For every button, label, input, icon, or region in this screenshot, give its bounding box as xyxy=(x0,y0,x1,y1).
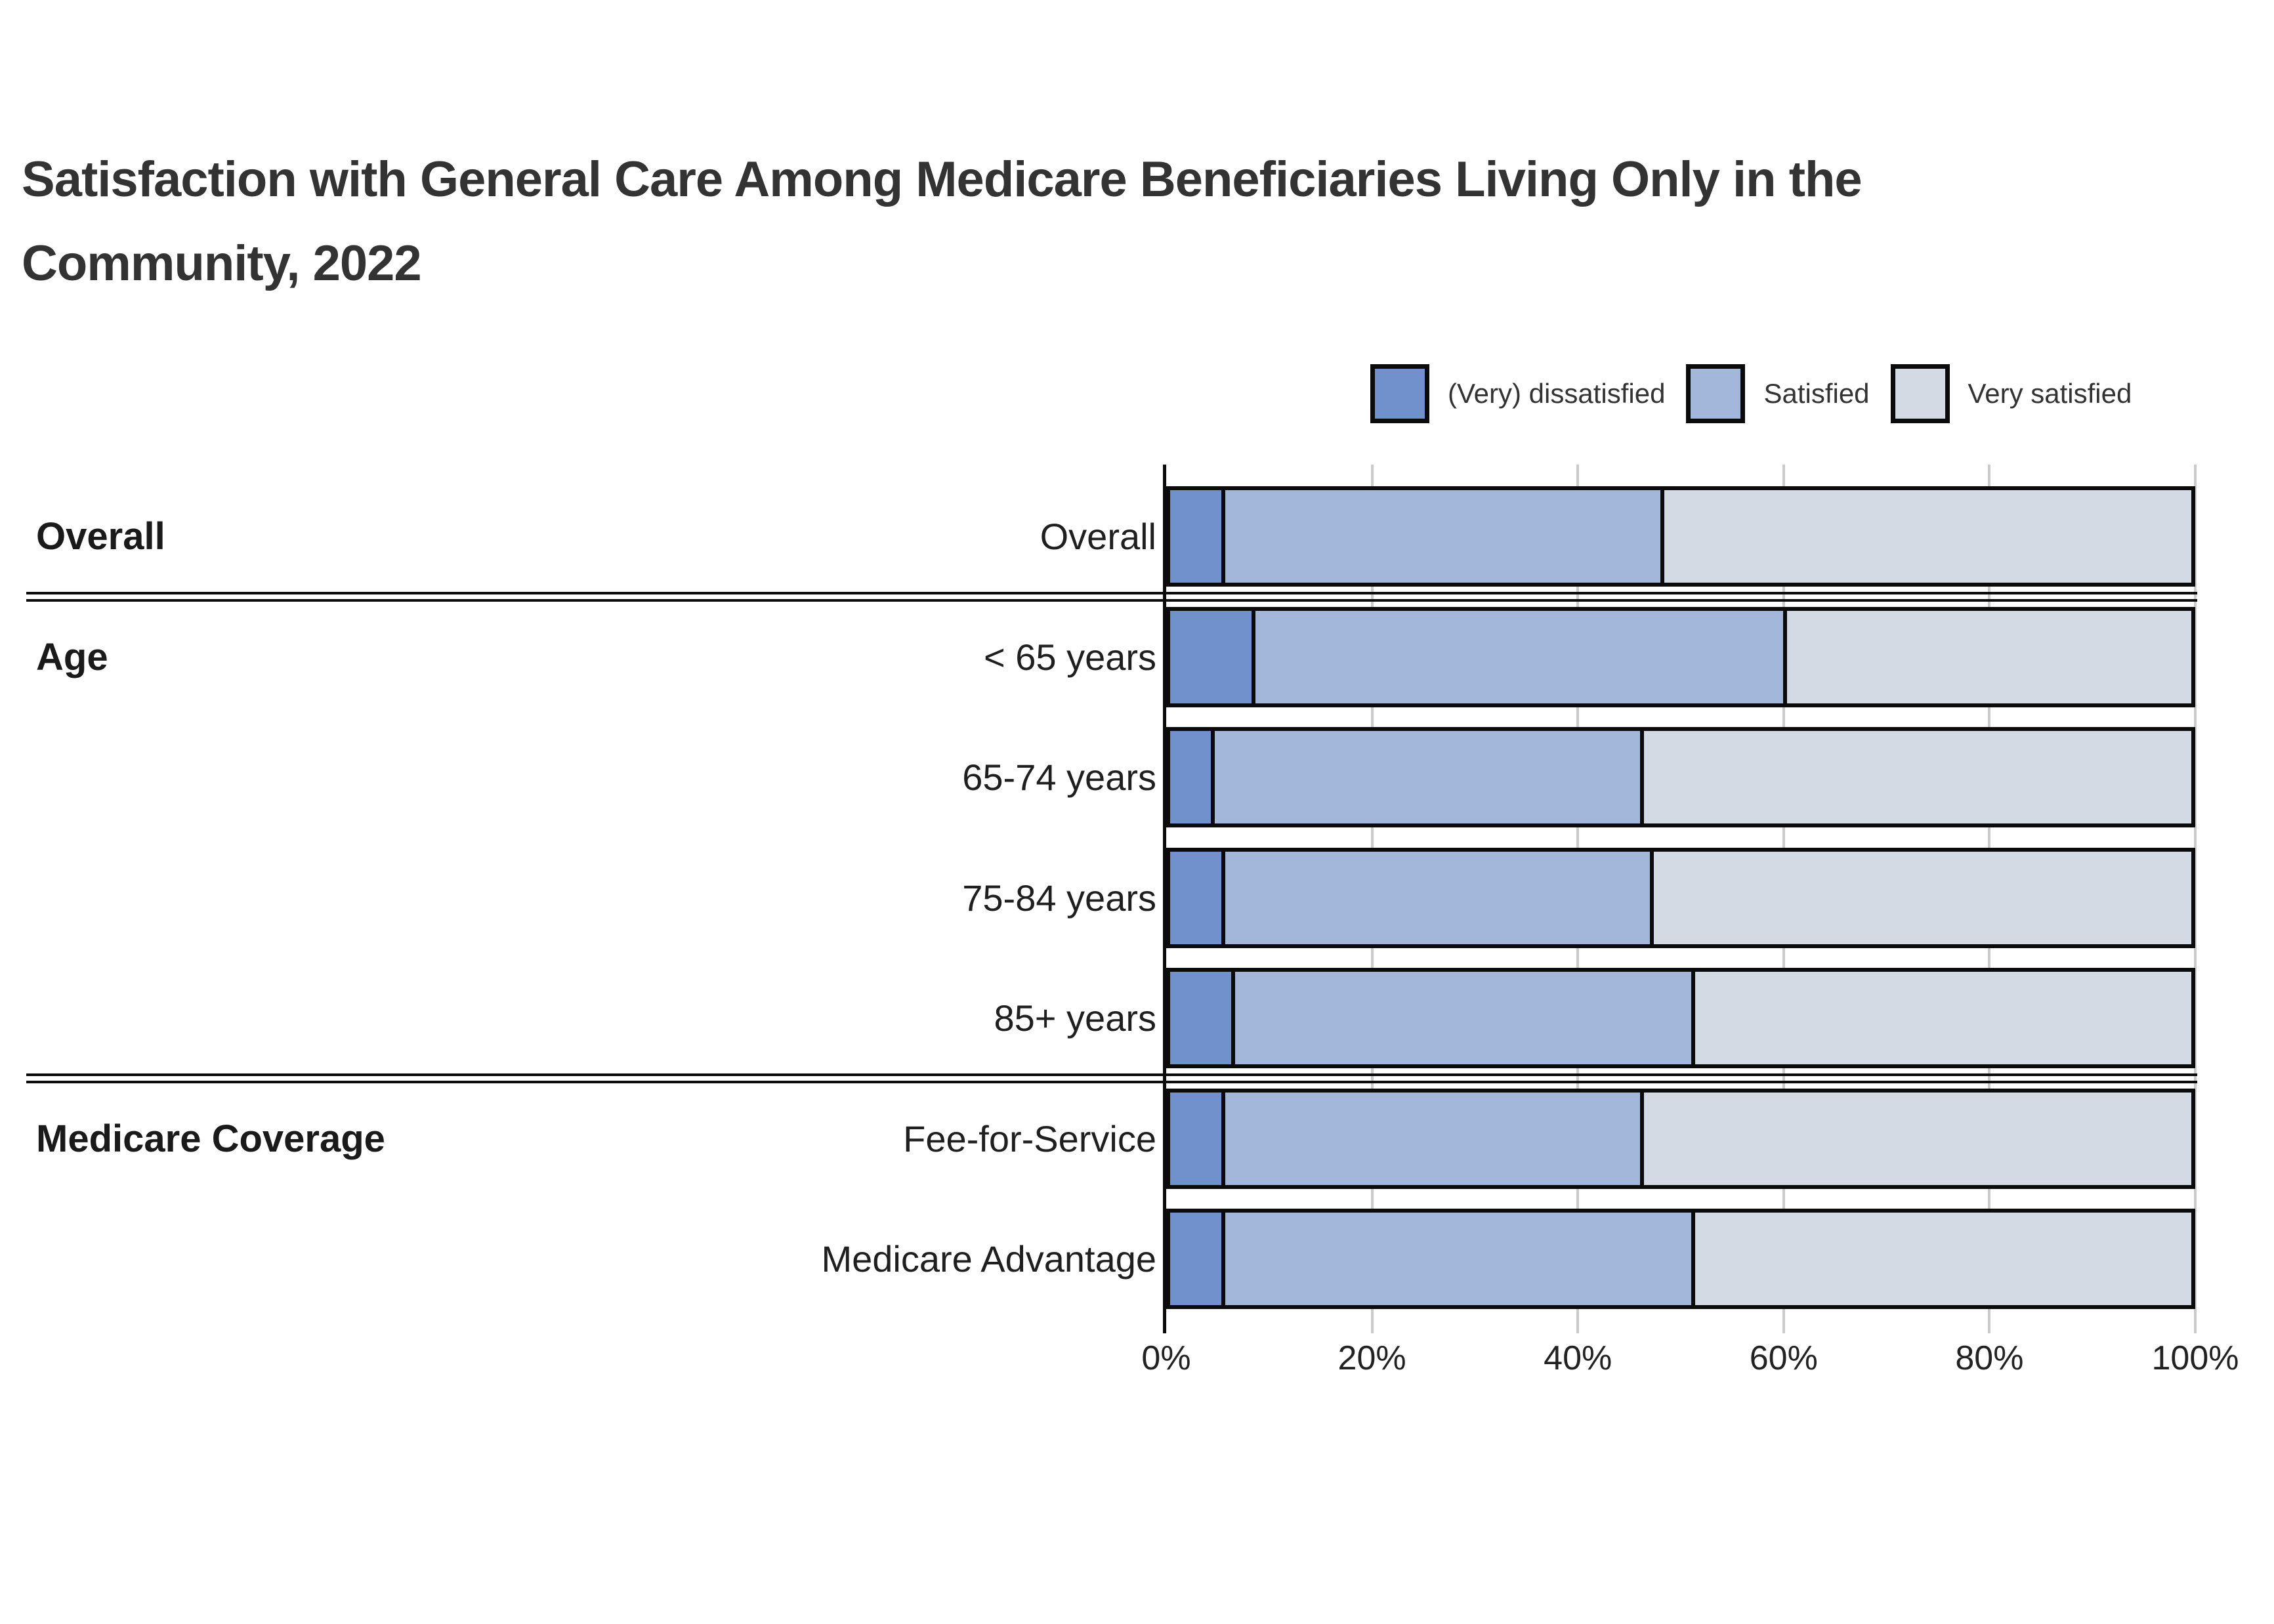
bar-segment-very-satisfied xyxy=(1782,610,2191,703)
group-label: Age xyxy=(36,635,108,678)
x-axis-tick-label: 20% xyxy=(1337,1339,1406,1377)
row-label: Medicare Advantage xyxy=(821,1238,1156,1280)
legend-item: Satisfied xyxy=(1686,364,1870,423)
legend-swatch-icon xyxy=(1890,364,1950,423)
stacked-bar-row xyxy=(1166,1209,2195,1309)
x-axis-tick-label: 80% xyxy=(1955,1339,2024,1377)
stacked-bar-row xyxy=(1166,847,2195,948)
bar-segment-very-satisfied xyxy=(1639,731,2191,823)
stacked-bar-row xyxy=(1166,606,2195,707)
row-label: 75-84 years xyxy=(962,877,1156,919)
bar-segment-dissatisfied xyxy=(1170,490,1221,583)
bar-segment-satisfied xyxy=(1252,610,1783,703)
bar-segment-satisfied xyxy=(1221,1092,1640,1185)
bar-segment-dissatisfied xyxy=(1170,1092,1221,1185)
row-label: Fee-for-Service xyxy=(903,1117,1156,1159)
chart-legend: (Very) dissatisfied Satisfied Very satisfi… xyxy=(1370,362,2132,425)
legend-swatch-icon xyxy=(1370,364,1429,423)
stacked-bar-row xyxy=(1166,727,2195,827)
bar-segment-very-satisfied xyxy=(1660,490,2191,583)
bar-segment-satisfied xyxy=(1231,972,1691,1064)
bar-segment-dissatisfied xyxy=(1170,972,1232,1064)
bar-segment-satisfied xyxy=(1221,851,1651,944)
bar-segment-dissatisfied xyxy=(1170,610,1252,703)
bar-segment-very-satisfied xyxy=(1691,972,2191,1064)
group-separator-line xyxy=(26,1073,2197,1076)
stacked-bar-row xyxy=(1166,1088,2195,1189)
x-axis-tick-label: 100% xyxy=(2151,1339,2239,1377)
legend-label: Very satisfied xyxy=(1968,378,2132,409)
group-label: Overall xyxy=(36,515,165,558)
bar-segment-very-satisfied xyxy=(1639,1092,2191,1185)
bar-segment-very-satisfied xyxy=(1691,1213,2191,1305)
x-axis-tick-label: 0% xyxy=(1141,1339,1191,1377)
stacked-bar-row xyxy=(1166,968,2195,1068)
group-separator-line xyxy=(26,1081,2197,1083)
bar-segment-satisfied xyxy=(1211,731,1640,823)
group-label: Medicare Coverage xyxy=(36,1117,385,1160)
bar-segment-very-satisfied xyxy=(1650,851,2191,944)
row-label: Overall xyxy=(1040,516,1156,557)
bar-segment-dissatisfied xyxy=(1170,851,1221,944)
row-label: 65-74 years xyxy=(962,757,1156,798)
stacked-bar-row xyxy=(1166,486,2195,587)
x-axis-tick-label: 40% xyxy=(1544,1339,1612,1377)
bar-segment-satisfied xyxy=(1221,490,1660,583)
legend-label: (Very) dissatisfied xyxy=(1448,378,1666,409)
bar-segment-dissatisfied xyxy=(1170,731,1211,823)
legend-item: (Very) dissatisfied xyxy=(1370,364,1665,423)
x-axis-tick-label: 60% xyxy=(1749,1339,1818,1377)
bar-segment-satisfied xyxy=(1221,1213,1691,1305)
gridline xyxy=(2194,465,2197,1333)
chart-title-line1: Satisfaction with General Care Among Med… xyxy=(22,152,1863,207)
legend-item: Very satisfied xyxy=(1890,364,2132,423)
chart-title-line2: Community, 2022 xyxy=(22,236,422,291)
y-axis-line xyxy=(1163,465,1166,1333)
legend-swatch-icon xyxy=(1686,364,1746,423)
row-label: 85+ years xyxy=(994,997,1157,1039)
legend-label: Satisfied xyxy=(1763,378,1870,409)
row-label: < 65 years xyxy=(983,636,1156,678)
bar-segment-dissatisfied xyxy=(1170,1213,1221,1305)
group-separator-line xyxy=(26,599,2197,602)
group-separator-line xyxy=(26,592,2197,594)
